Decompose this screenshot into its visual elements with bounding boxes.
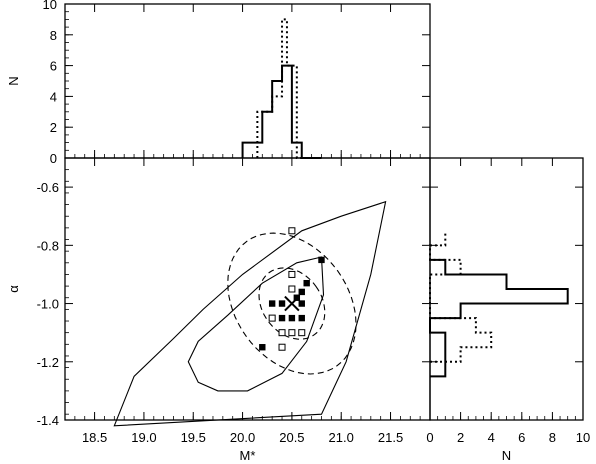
top-y-tick-label: 10 [43, 0, 57, 12]
open-point [278, 343, 286, 351]
x-tick-label: 18.5 [82, 430, 107, 445]
x-tick-label: 19.0 [131, 430, 156, 445]
best-fit-cross [284, 295, 300, 312]
open-point [288, 329, 296, 337]
open-point [278, 329, 286, 337]
filled-point [288, 314, 296, 322]
y-tick-label: -0.8 [37, 238, 59, 253]
top-histogram-dotted [256, 18, 307, 159]
y-tick-label: -1.2 [37, 355, 59, 370]
y-tick-label: -1.0 [37, 297, 59, 312]
y-tick-label: -1.4 [37, 413, 59, 428]
x-tick-label: 21.0 [329, 430, 354, 445]
top-y-tick-label: 4 [50, 89, 57, 104]
contour-dashed-2 [227, 232, 357, 375]
right-x-tick-label: 0 [426, 430, 433, 445]
top-frame [64, 3, 431, 159]
top-y-tick-label: 8 [50, 28, 57, 43]
top-y-tick-label: 6 [50, 59, 57, 74]
x-tick-label: 19.5 [181, 430, 206, 445]
filled-point [268, 300, 276, 307]
right-x-axis-title: N [502, 448, 511, 463]
right-x-tick-label: 8 [549, 430, 556, 445]
filled-point [278, 300, 286, 307]
main-frame [64, 157, 431, 421]
filled-point [259, 344, 266, 351]
open-point [298, 329, 306, 337]
filled-point [303, 279, 310, 287]
right-histogram-dotted [429, 230, 493, 363]
filled-point [298, 288, 305, 296]
right-x-tick-label: 2 [457, 430, 464, 445]
right-histogram-solid [429, 258, 569, 378]
top-histogram-solid [241, 64, 322, 159]
top-y-axis-title: N [6, 76, 21, 85]
y-tick-label: -0.6 [37, 180, 59, 195]
y-axis-title: α [6, 285, 21, 293]
x-tick-label: 20.5 [279, 430, 304, 445]
open-point [288, 227, 296, 235]
open-point [288, 285, 296, 293]
right-x-tick-label: 4 [488, 430, 495, 445]
filled-point [298, 314, 305, 322]
open-point [288, 270, 296, 278]
filled-point [278, 314, 286, 322]
top-histogram-panel: 0 2 4 6 8 10 N [6, 0, 431, 166]
contour-solid-1 [187, 256, 325, 392]
open-point [268, 314, 276, 322]
x-tick-label: 20.0 [230, 430, 255, 445]
x-axis-title: M* [240, 448, 256, 463]
contour-solid-0 [113, 200, 387, 427]
right-x-tick-label: 10 [576, 430, 590, 445]
main-scatter-panel: 18.5 19.0 19.5 20.0 20.5 21.0 21.5 -0.6 -0.8 -1.0… [6, 157, 431, 463]
top-y-tick-label: 2 [50, 120, 57, 135]
right-x-tick-label: 6 [518, 430, 525, 445]
top-y-tick-label: 0 [50, 151, 57, 166]
filled-point [318, 256, 325, 264]
filled-point [298, 300, 305, 307]
right-histogram-panel: 0 2 4 6 8 10 N [426, 157, 590, 463]
x-tick-label: 21.5 [378, 430, 403, 445]
